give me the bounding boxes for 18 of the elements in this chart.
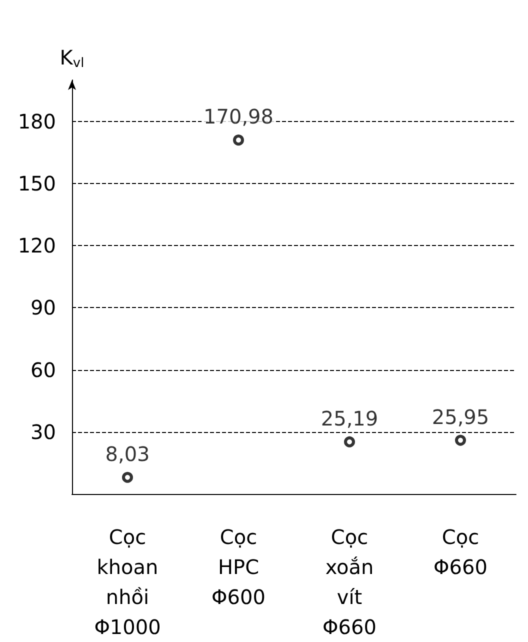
y-tick-label: 60 — [30, 358, 56, 382]
x-tick-label: Cọc Φ660 — [434, 525, 488, 579]
point — [122, 472, 133, 483]
point — [233, 134, 244, 146]
data-label: 25,95 — [432, 404, 490, 429]
data-label: 25,19 — [320, 406, 378, 430]
y-tick-label: 180 — [18, 109, 56, 134]
x-tick-label: Cọc khoan nhồi Φ1000 — [94, 525, 161, 639]
data-label: 8,03 — [105, 442, 150, 466]
x-tick-label: Cọc HPC Φ600 — [212, 525, 266, 609]
x-tick-label: Cọc xoắn vít Φ660 — [322, 525, 376, 639]
y-tick-label: 150 — [18, 172, 56, 196]
y-tick-label: 120 — [18, 234, 56, 258]
point — [344, 436, 355, 448]
data-label: 170,98 — [204, 104, 274, 129]
y-tick-label: 90 — [30, 296, 56, 320]
point — [455, 434, 466, 446]
y-tick-label: 30 — [30, 420, 56, 444]
